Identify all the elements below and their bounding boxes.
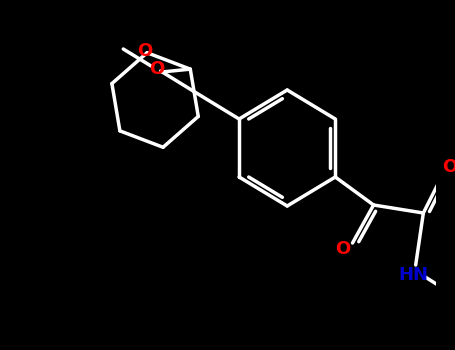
Text: O: O bbox=[149, 60, 164, 78]
Text: O: O bbox=[137, 42, 153, 60]
Text: O: O bbox=[335, 240, 350, 258]
Text: HN: HN bbox=[399, 266, 429, 284]
Text: O: O bbox=[443, 158, 455, 176]
